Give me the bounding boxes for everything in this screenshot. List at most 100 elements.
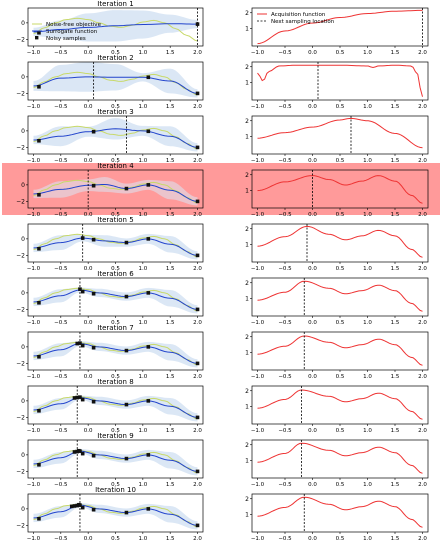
x-tick-label: −1.0: [251, 374, 265, 380]
x-tick-label: −1.0: [251, 536, 265, 542]
y-tick-label: 0: [21, 20, 25, 27]
x-tick-label: 0.0: [308, 104, 317, 110]
x-tick-label: 0.5: [336, 374, 345, 380]
acquisition-line: [257, 280, 423, 312]
x-tick-label: −1.0: [251, 212, 265, 218]
x-tick-label: −1.0: [251, 482, 265, 488]
noisy-sample: [72, 450, 77, 454]
objective-line: [33, 71, 198, 96]
y-tick-label: 0: [21, 128, 25, 135]
noisy-sample: [195, 199, 200, 204]
y-tick-label: 2: [245, 10, 249, 17]
x-tick-label: 1.5: [166, 536, 175, 542]
x-tick-label: 0.5: [111, 158, 120, 164]
y-tick-label: −2: [16, 144, 25, 151]
noisy-sample: [195, 469, 200, 474]
x-tick-label: 0.0: [308, 536, 317, 542]
panel-title-prefix: Iteration: [97, 108, 127, 116]
x-tick-label: −0.5: [54, 104, 68, 110]
x-tick-label: −1.0: [251, 158, 265, 164]
objective-line: [33, 125, 198, 150]
uncertainty-band: [33, 62, 198, 98]
panel-title-prefix: Iteration: [97, 216, 127, 224]
noisy-sample: [37, 300, 41, 305]
x-tick-label: −0.5: [54, 266, 68, 272]
surrogate-panel-7: Iteration 7 −2 0 −1.0 −0.5 0.0 0.5 1.0 1.5 2.0: [16, 324, 204, 380]
x-tick-label: 2.0: [418, 428, 427, 434]
x-tick-label: 0.0: [308, 158, 317, 164]
surrogate-panel-1: Iteration 1 −2 0 −1.0 −0.5 0.0 0.5 1.0 1.5 2.0 Noi…: [16, 0, 204, 56]
x-tick-label: 0.0: [84, 428, 93, 434]
x-tick-label: 0.0: [84, 158, 93, 164]
panel-title-number: 5: [129, 216, 133, 224]
uncertainty-band: [33, 287, 198, 314]
acquisition-panel-7: 1 2 −1.0 −0.5 0.0 0.5 1.0 1.5 2.0: [245, 331, 429, 380]
panel-title-number: 2: [129, 54, 133, 62]
x-tick-label: 0.0: [308, 320, 317, 326]
x-tick-label: 0.0: [308, 212, 317, 218]
y-tick-label: 0: [21, 506, 25, 513]
noisy-sample: [37, 138, 41, 143]
x-tick-label: 0.0: [308, 50, 317, 56]
acquisition-panel-8: 1 2 −1.0 −0.5 0.0 0.5 1.0 1.5 2.0: [245, 385, 429, 434]
x-tick-label: 1.0: [138, 482, 147, 488]
x-tick-label: 0.5: [111, 212, 120, 218]
y-tick-label: 1: [245, 458, 249, 465]
x-tick-label: −1.0: [27, 104, 41, 110]
x-tick-label: 1.0: [363, 320, 372, 326]
y-tick-label: 1: [245, 188, 249, 195]
x-tick-label: −0.5: [278, 50, 292, 56]
surrogate-line: [33, 184, 198, 202]
noisy-sample: [124, 186, 129, 191]
x-tick-label: −0.5: [278, 536, 292, 542]
x-tick-label: 0.0: [308, 266, 317, 272]
panel-title-prefix: Iteration: [97, 378, 127, 386]
noisy-sample: [195, 145, 200, 150]
acquisition-panel-3: 1 2 −1.0 −0.5 0.0 0.5 1.0 1.5 2.0: [245, 115, 429, 164]
panel-title: Iteration 3: [97, 108, 133, 116]
x-tick-label: 2.0: [418, 536, 427, 542]
acquisition-line: [257, 389, 423, 420]
y-tick-label: 1: [245, 350, 249, 357]
noisy-sample: [91, 183, 96, 188]
x-tick-label: 1.0: [138, 320, 147, 326]
surrogate-panel-3: Iteration 3 −2 0 −1.0 −0.5 0.0 0.5 1.0 1.5 2.0: [16, 108, 204, 164]
x-tick-label: 2.0: [418, 482, 427, 488]
x-tick-label: 0.0: [84, 482, 93, 488]
x-tick-label: 0.0: [308, 428, 317, 434]
x-tick-label: −0.5: [278, 374, 292, 380]
acquisition-line: [257, 9, 423, 45]
noisy-sample: [37, 84, 41, 89]
x-tick-label: 1.0: [138, 212, 147, 218]
x-tick-label: 2.0: [418, 104, 427, 110]
noisy-sample: [146, 183, 151, 187]
x-tick-label: −1.0: [27, 536, 41, 542]
x-tick-label: 2.0: [193, 50, 202, 56]
noisy-sample: [124, 348, 129, 353]
x-tick-label: 2.0: [193, 374, 202, 380]
x-tick-label: 0.0: [84, 212, 93, 218]
x-tick-label: 1.0: [138, 428, 147, 434]
x-tick-label: 1.0: [363, 158, 372, 164]
x-tick-label: 0.5: [336, 158, 345, 164]
x-tick-label: 2.0: [418, 50, 427, 56]
y-tick-label: 2: [245, 334, 249, 341]
x-tick-label: 1.0: [138, 266, 147, 272]
x-tick-label: 2.0: [418, 266, 427, 272]
noisy-sample: [146, 129, 151, 134]
noisy-sample: [78, 449, 82, 453]
x-tick-label: 2.0: [193, 428, 202, 434]
surrogate-panel-8: Iteration 8 −2 0 −1.0 −0.5 0.0 0.5 1.0 1.5 2.0: [16, 378, 204, 434]
noisy-sample: [146, 453, 151, 457]
y-tick-label: 2: [245, 388, 249, 395]
surrogate-panel-9: Iteration 9 −2 0 −1.0 −0.5 0.0 0.5 1.0 1.5 2.0: [16, 432, 204, 488]
x-tick-label: 0.5: [111, 374, 120, 380]
surrogate-line: [33, 23, 198, 33]
panel-title: Iteration 4: [97, 162, 134, 170]
x-tick-label: 1.0: [363, 104, 372, 110]
y-tick-label: 2: [245, 442, 249, 449]
x-tick-label: 2.0: [418, 158, 427, 164]
x-tick-label: 2.0: [418, 320, 427, 326]
panel-title-number: 6: [129, 270, 134, 278]
noisy-sample: [124, 402, 129, 407]
